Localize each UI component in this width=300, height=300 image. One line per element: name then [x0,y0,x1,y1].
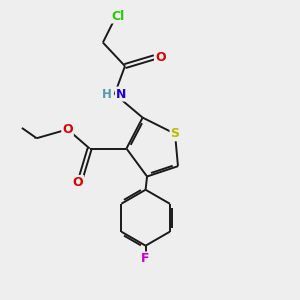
Text: O: O [62,123,73,136]
Text: F: F [141,252,150,266]
Text: methyl: methyl [35,137,40,138]
Text: N: N [116,88,126,100]
Text: S: S [170,127,179,140]
Text: H: H [101,88,111,100]
Text: O: O [73,176,83,189]
Text: Cl: Cl [111,10,124,22]
Text: O: O [155,51,166,64]
Text: methyl: methyl [34,138,39,139]
